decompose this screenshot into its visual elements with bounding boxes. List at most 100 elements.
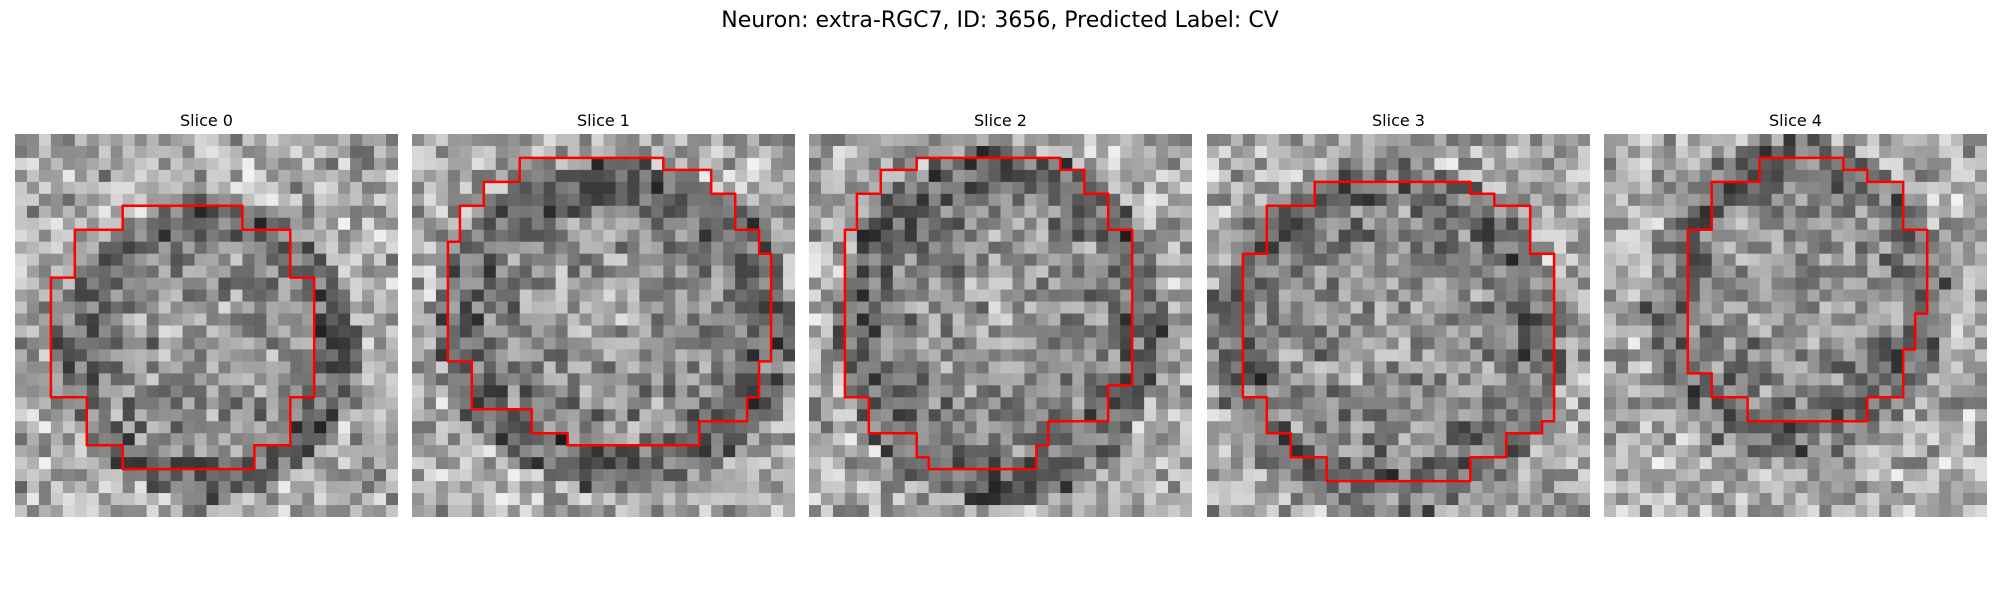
image-pixel xyxy=(783,457,795,470)
image-pixel xyxy=(844,193,858,207)
image-pixel xyxy=(771,253,784,267)
image-pixel xyxy=(1639,409,1653,422)
image-pixel xyxy=(1350,193,1364,207)
image-pixel xyxy=(98,337,112,351)
image-pixel xyxy=(1615,265,1629,279)
image-pixel xyxy=(1482,157,1495,171)
image-pixel xyxy=(1747,397,1761,410)
image-pixel xyxy=(1759,181,1773,195)
image-pixel xyxy=(1855,289,1868,303)
image-pixel xyxy=(1639,205,1653,219)
image-pixel xyxy=(880,253,894,267)
image-pixel xyxy=(844,433,858,446)
image-pixel xyxy=(110,505,124,517)
image-pixel xyxy=(735,505,748,517)
image-pixel xyxy=(1374,134,1388,147)
image-pixel xyxy=(1218,193,1232,207)
image-pixel xyxy=(1615,145,1629,159)
image-pixel xyxy=(1891,265,1904,279)
image-pixel xyxy=(1506,313,1519,327)
image-pixel xyxy=(1615,301,1629,315)
image-pixel xyxy=(868,265,882,279)
image-pixel xyxy=(218,169,232,183)
image-pixel xyxy=(362,433,375,446)
image-pixel xyxy=(412,253,425,267)
image-pixel xyxy=(1819,397,1833,410)
image-pixel xyxy=(459,361,473,374)
image-pixel xyxy=(1867,397,1880,410)
image-pixel xyxy=(687,169,700,183)
image-pixel xyxy=(892,397,906,410)
image-pixel xyxy=(1578,181,1590,195)
image-pixel xyxy=(976,409,990,422)
image-pixel xyxy=(747,361,760,374)
image-pixel xyxy=(1723,157,1737,171)
image-pixel xyxy=(1278,349,1292,363)
image-pixel xyxy=(290,241,303,255)
image-pixel xyxy=(495,169,509,183)
image-pixel xyxy=(1711,421,1725,434)
image-pixel xyxy=(904,145,918,159)
image-pixel xyxy=(1578,481,1590,494)
image-pixel xyxy=(1735,265,1749,279)
image-pixel xyxy=(1156,481,1169,494)
image-pixel xyxy=(1699,457,1713,470)
image-pixel xyxy=(1374,313,1388,327)
image-pixel xyxy=(350,229,363,243)
image-pixel xyxy=(519,337,533,351)
image-pixel xyxy=(627,313,641,327)
image-pixel xyxy=(964,481,978,494)
image-pixel xyxy=(1903,241,1916,255)
image-pixel xyxy=(579,325,593,339)
image-pixel xyxy=(627,385,641,398)
image-pixel xyxy=(1663,409,1677,422)
image-pixel xyxy=(555,145,569,159)
image-pixel xyxy=(735,193,748,207)
image-pixel xyxy=(170,217,184,231)
image-pixel xyxy=(122,301,136,315)
image-pixel xyxy=(1048,205,1061,219)
image-pixel xyxy=(603,193,617,207)
image-pixel xyxy=(1096,253,1109,267)
image-pixel xyxy=(759,409,772,422)
image-pixel xyxy=(723,134,736,147)
image-pixel xyxy=(15,241,28,255)
image-pixel xyxy=(1518,181,1531,195)
image-pixel xyxy=(1230,253,1244,267)
image-pixel xyxy=(1326,361,1340,374)
image-pixel xyxy=(170,469,184,482)
image-pixel xyxy=(1675,397,1689,410)
image-pixel xyxy=(1120,229,1133,243)
image-pixel xyxy=(904,193,918,207)
image-pixel xyxy=(1096,493,1109,506)
image-pixel xyxy=(1024,433,1038,446)
image-pixel xyxy=(1132,361,1145,374)
image-pixel xyxy=(1350,469,1364,482)
image-pixel xyxy=(1326,217,1340,231)
image-pixel xyxy=(519,373,533,386)
image-pixel xyxy=(1254,181,1268,195)
image-pixel xyxy=(880,397,894,410)
image-pixel xyxy=(639,205,652,219)
image-pixel xyxy=(1639,134,1653,147)
image-pixel xyxy=(1362,193,1376,207)
image-pixel xyxy=(447,241,461,255)
image-pixel xyxy=(809,145,822,159)
image-pixel xyxy=(1362,433,1376,446)
image-pixel xyxy=(206,325,220,339)
image-pixel xyxy=(771,361,784,374)
image-pixel xyxy=(1711,325,1725,339)
image-pixel xyxy=(38,481,52,494)
image-pixel xyxy=(880,457,894,470)
image-pixel xyxy=(1975,217,1987,231)
image-pixel xyxy=(1350,445,1364,458)
image-pixel xyxy=(603,229,617,243)
image-pixel xyxy=(771,134,784,147)
image-pixel xyxy=(1314,481,1328,494)
image-pixel xyxy=(483,433,497,446)
image-pixel xyxy=(62,169,76,183)
image-pixel xyxy=(1350,157,1364,171)
image-pixel xyxy=(74,457,88,470)
image-pixel xyxy=(1578,253,1590,267)
image-pixel xyxy=(675,301,688,315)
